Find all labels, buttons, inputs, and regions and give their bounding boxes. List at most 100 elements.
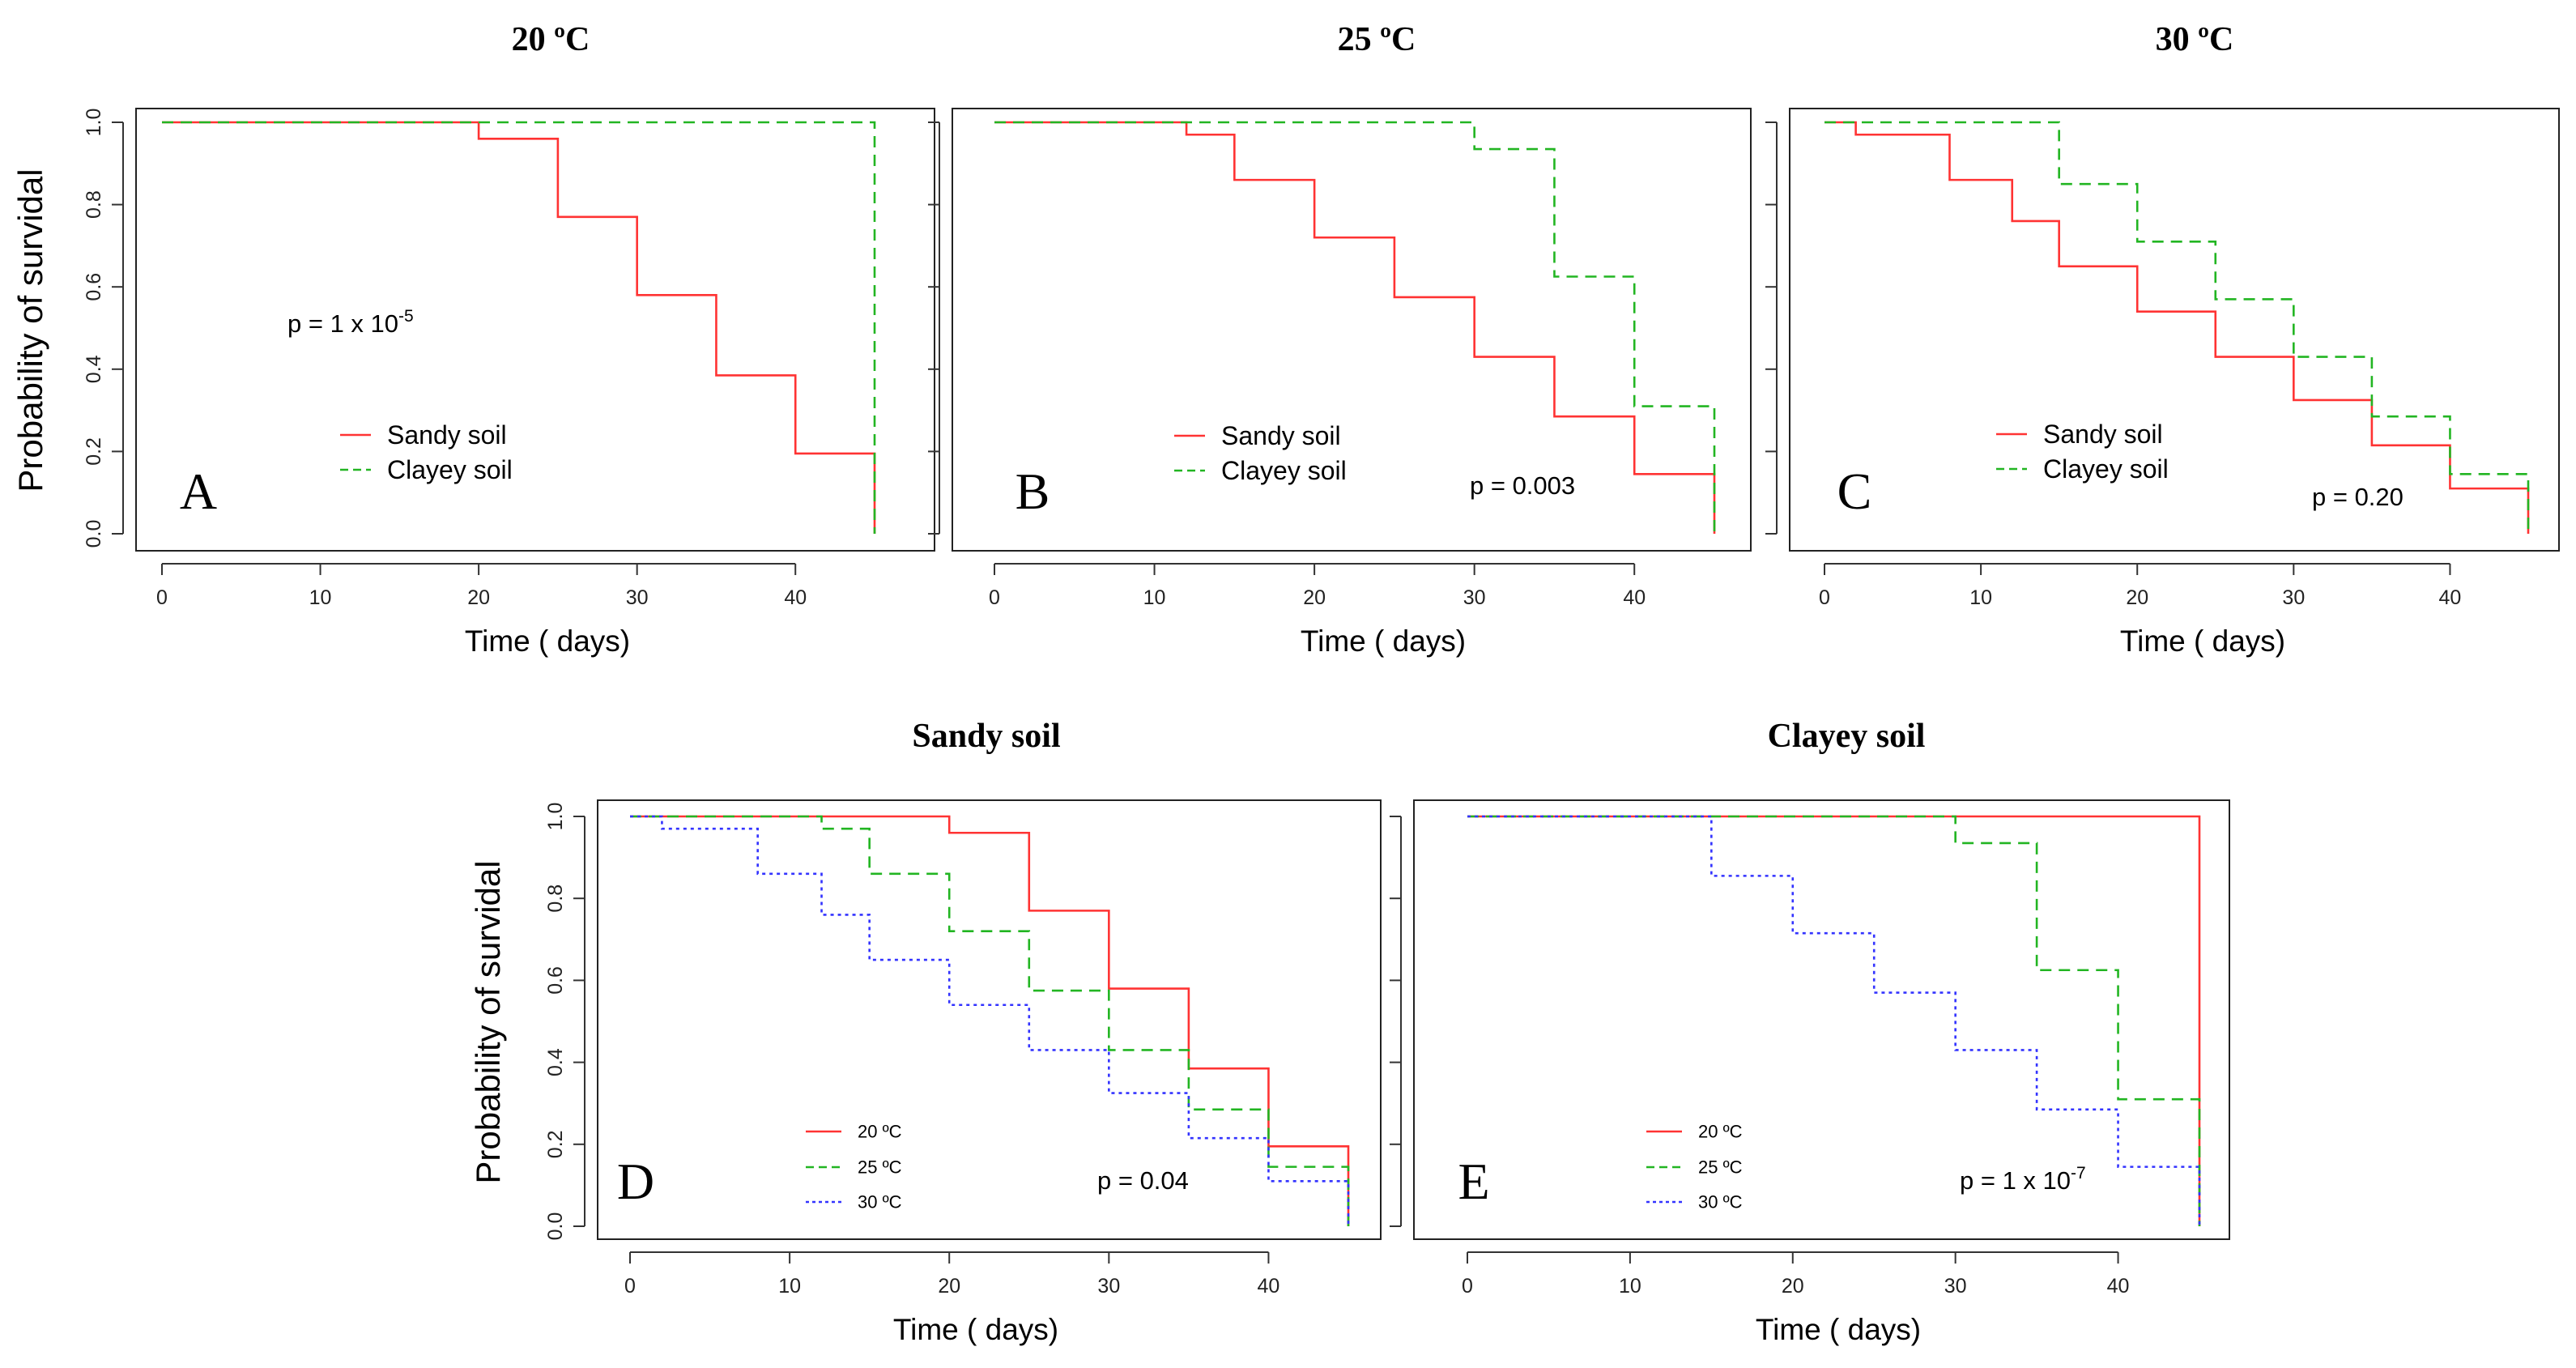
p-value-text: p = 1 x 10 — [287, 309, 398, 338]
series-line-1 — [994, 121, 1716, 534]
legend-label: 30 ºC — [858, 1192, 902, 1212]
x-tick-label: 10 — [1969, 586, 1992, 609]
series-line-2 — [630, 815, 1350, 1226]
x-tick-label: 30 — [2282, 586, 2305, 609]
plot-frame — [597, 799, 1382, 1240]
plot-frame — [1789, 108, 2560, 552]
x-tick-label: 0 — [1819, 586, 1830, 609]
legend-label: Sandy soil — [2043, 420, 2163, 449]
panel-letter: A — [180, 462, 217, 520]
panel-title: 20 ºC — [512, 21, 590, 58]
panel-title: 30 ºC — [2156, 21, 2234, 58]
x-tick-label: 30 — [1097, 1275, 1120, 1298]
p-value-exponent: -5 — [398, 307, 414, 326]
panel-letter: D — [617, 1153, 654, 1210]
x-tick-label: 30 — [1944, 1275, 1967, 1298]
series-line-1 — [1467, 815, 2201, 1226]
x-tick-label: 40 — [2107, 1275, 2130, 1298]
x-tick-label: 10 — [1143, 586, 1166, 609]
x-tick-label: 0 — [624, 1275, 636, 1298]
p-value: p = 1 x 10-5 — [287, 307, 414, 338]
p-value: p = 0.20 — [2312, 483, 2404, 511]
panel-d: Sandy soil 0 10 20 30 40 0.0 0.2 0.4 0.6 0.8 1.0 Tim… — [469, 718, 1382, 1346]
series-line-2 — [1824, 121, 2530, 534]
p-value-exponent: -7 — [2071, 1164, 2086, 1183]
panel-letter: E — [1458, 1153, 1489, 1210]
x-tick-label: 20 — [1303, 586, 1326, 609]
p-value-text: p = 1 x 10 — [1960, 1166, 2071, 1195]
x-axis-label: Time ( days) — [465, 624, 630, 658]
legend-label: 25 ºC — [1698, 1157, 1743, 1178]
series-line-1 — [1824, 121, 2530, 534]
y-tick-label: 0.4 — [83, 355, 105, 383]
panel-a: 20 ºC 0 10 20 30 40 0.0 0.2 0.4 0.6 0.8 1.0 Time ( d… — [11, 21, 935, 658]
x-tick-label: 20 — [2126, 586, 2148, 609]
x-tick-label: 30 — [626, 586, 649, 609]
legend-label: Clayey soil — [1221, 456, 1347, 485]
panel-title: Sandy soil — [912, 718, 1060, 755]
x-tick-label: 40 — [1623, 586, 1646, 609]
legend-label: Sandy soil — [387, 420, 507, 450]
plot-frame — [1413, 799, 2230, 1240]
legend-label: Sandy soil — [1221, 421, 1341, 450]
y-tick-label: 0.0 — [83, 520, 105, 548]
x-tick-label: 40 — [1258, 1275, 1280, 1298]
y-tick-label: 0.4 — [544, 1048, 567, 1076]
y-tick-label: 1.0 — [544, 803, 567, 831]
panel-letter: B — [1015, 462, 1050, 520]
x-tick-label: 10 — [309, 586, 332, 609]
panel-title: Clayey soil — [1768, 718, 1926, 755]
y-tick-label: 0.8 — [83, 190, 105, 219]
y-axis-label: Probability of survidal — [11, 168, 49, 492]
panel-e: Clayey soil 0 10 20 30 40 Time ( days) 20 ºC 25 … — [1390, 718, 2230, 1346]
panel-c: 30 ºC 0 10 20 30 40 Time ( days) Sandy soil Clay… — [1765, 21, 2560, 658]
x-axis-label: Time ( days) — [2120, 624, 2285, 658]
x-tick-label: 20 — [938, 1275, 960, 1298]
p-value-text: p = 0.20 — [2312, 483, 2404, 511]
x-tick-label: 20 — [1782, 1275, 1804, 1298]
p-value: p = 0.04 — [1097, 1166, 1189, 1195]
series-line-1 — [630, 815, 1350, 1226]
plot-frame — [952, 108, 1752, 552]
x-tick-label: 30 — [1463, 586, 1486, 609]
series-line-3 — [1467, 815, 2201, 1226]
legend-label: 20 ºC — [858, 1122, 902, 1142]
x-tick-label: 0 — [156, 586, 168, 609]
y-axis-label: Probability of survidal — [469, 860, 507, 1183]
legend-label: 25 ºC — [858, 1157, 902, 1178]
x-axis-label: Time ( days) — [893, 1313, 1058, 1346]
legend-label: 30 ºC — [1698, 1192, 1743, 1212]
y-tick-label: 0.2 — [83, 437, 105, 466]
y-tick-label: 0.2 — [544, 1130, 567, 1158]
legend-label: Clayey soil — [2043, 454, 2169, 484]
x-axis-label: Time ( days) — [1301, 624, 1466, 658]
y-tick-label: 0.8 — [544, 884, 567, 913]
x-tick-label: 0 — [989, 586, 1000, 609]
legend-label: 20 ºC — [1698, 1122, 1743, 1142]
p-value-text: p = 0.04 — [1097, 1166, 1189, 1195]
series-line-2 — [162, 121, 876, 534]
panel-b: 25 ºC 0 10 20 30 40 Time ( days) Sandy soil Clay… — [928, 21, 1752, 658]
x-axis-label: Time ( days) — [1756, 1313, 1921, 1346]
p-value: p = 1 x 10-7 — [1960, 1164, 2086, 1195]
y-tick-label: 0.6 — [83, 273, 105, 301]
series-line-1 — [162, 121, 876, 534]
x-tick-label: 40 — [784, 586, 807, 609]
x-tick-label: 10 — [1619, 1275, 1641, 1298]
x-tick-label: 0 — [1462, 1275, 1473, 1298]
legend-label: Clayey soil — [387, 455, 513, 484]
p-value: p = 0.003 — [1470, 471, 1575, 500]
panel-title: 25 ºC — [1338, 21, 1416, 58]
y-tick-label: 1.0 — [83, 109, 105, 137]
x-tick-label: 40 — [2439, 586, 2462, 609]
plot-frame — [135, 108, 935, 552]
y-tick-label: 0.0 — [544, 1212, 567, 1241]
panel-letter: C — [1837, 462, 1872, 520]
series-line-3 — [630, 815, 1350, 1226]
series-line-2 — [1467, 815, 2201, 1226]
x-tick-label: 10 — [778, 1275, 801, 1298]
x-tick-label: 20 — [467, 586, 490, 609]
p-value-text: p = 0.003 — [1470, 471, 1575, 500]
y-tick-label: 0.6 — [544, 966, 567, 995]
